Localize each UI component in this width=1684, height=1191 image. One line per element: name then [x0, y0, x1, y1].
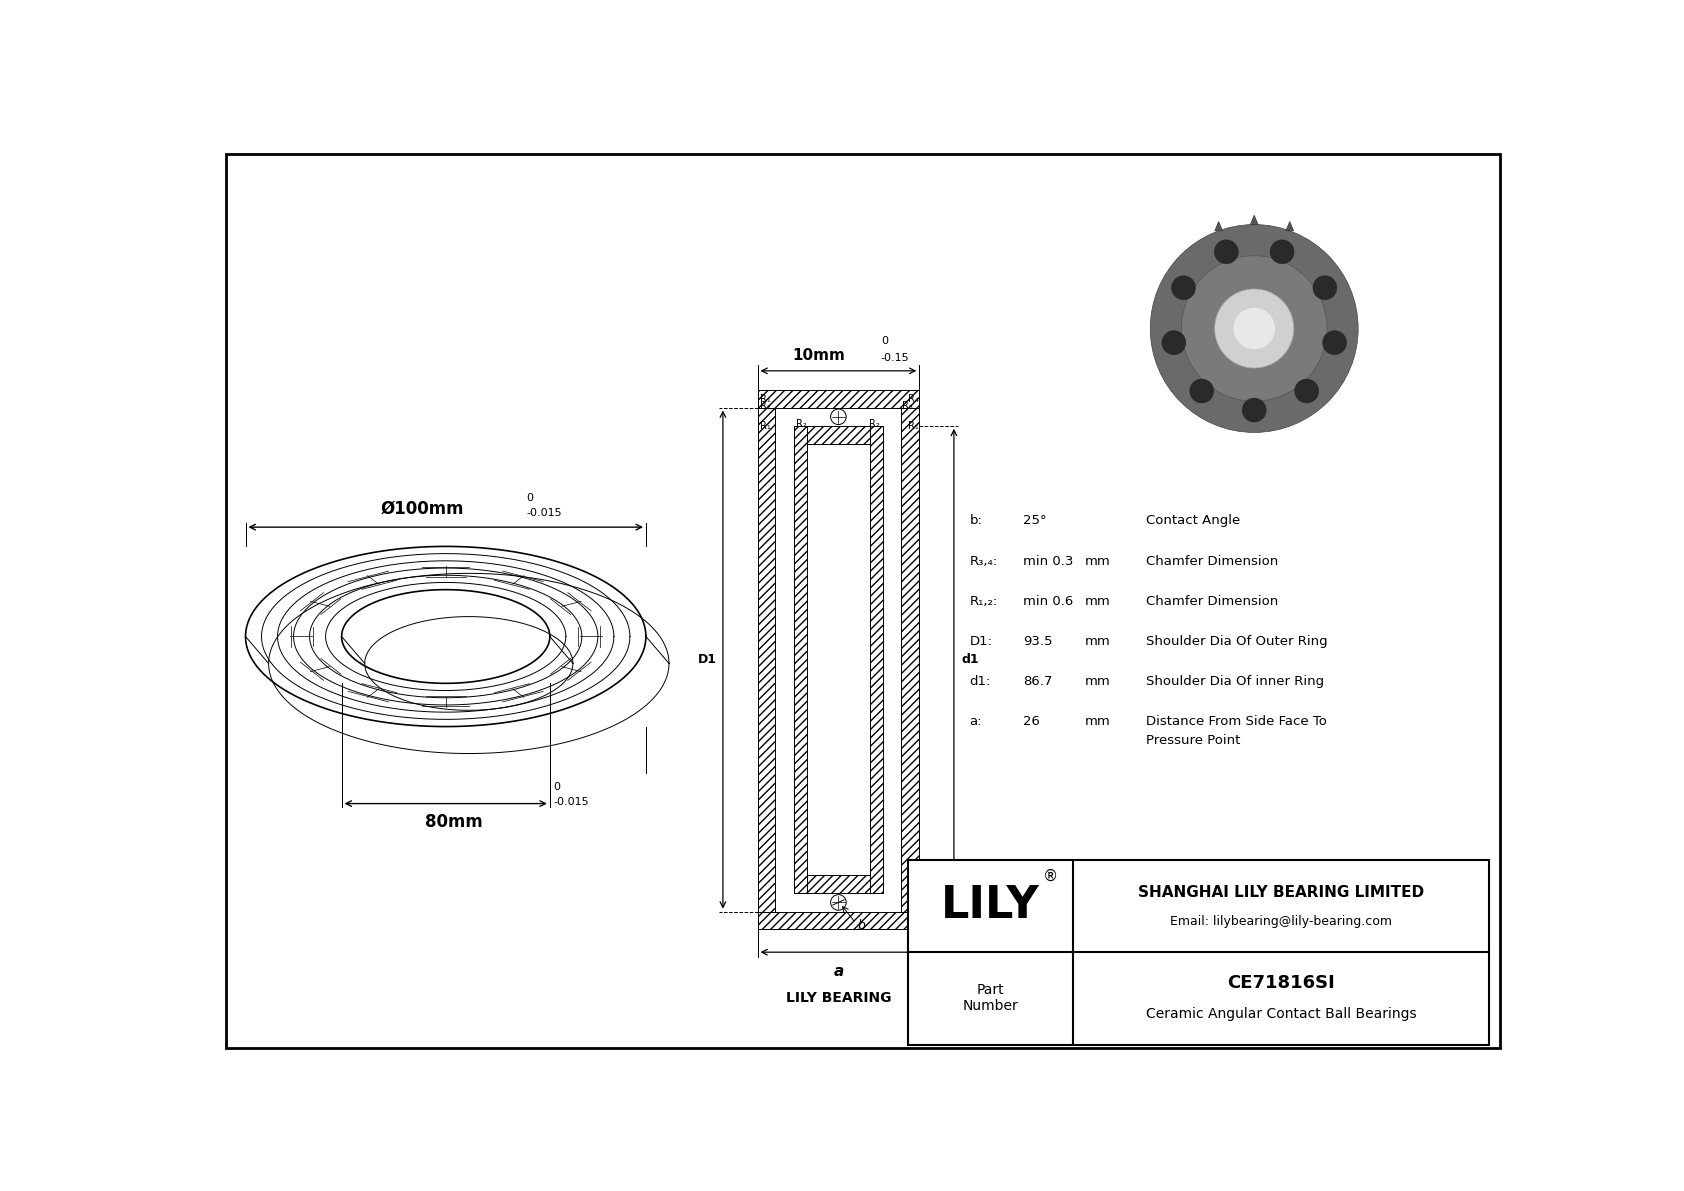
Text: b:: b:: [970, 515, 982, 528]
Text: ®: ®: [1042, 869, 1058, 884]
Circle shape: [1214, 239, 1238, 263]
Text: a:: a:: [970, 715, 982, 728]
Circle shape: [1214, 289, 1293, 368]
Text: R₃,₄:: R₃,₄:: [970, 555, 997, 568]
Text: b: b: [857, 919, 866, 933]
Text: Pressure Point: Pressure Point: [1147, 734, 1241, 747]
Text: Ceramic Angular Contact Ball Bearings: Ceramic Angular Contact Ball Bearings: [1145, 1006, 1416, 1021]
Polygon shape: [1287, 222, 1293, 231]
Text: R₁: R₁: [759, 422, 771, 431]
Bar: [758, 911, 919, 929]
Bar: [758, 407, 775, 911]
Text: SHANGHAI LILY BEARING LIMITED: SHANGHAI LILY BEARING LIMITED: [1138, 885, 1425, 899]
Circle shape: [1182, 256, 1327, 401]
Circle shape: [1322, 331, 1347, 355]
Text: R₁,₂:: R₁,₂:: [970, 594, 997, 607]
Circle shape: [1233, 307, 1275, 349]
Text: Contact Angle: Contact Angle: [1147, 515, 1241, 528]
Polygon shape: [1214, 222, 1223, 231]
Text: Ø100mm: Ø100mm: [381, 500, 465, 518]
Text: 93.5: 93.5: [1024, 635, 1052, 648]
Text: mm: mm: [1084, 635, 1110, 648]
Bar: [793, 875, 882, 893]
Text: R₂: R₂: [759, 401, 771, 411]
Circle shape: [1150, 225, 1359, 432]
Circle shape: [1191, 379, 1214, 403]
Bar: [793, 426, 882, 444]
Bar: [758, 391, 919, 407]
Text: mm: mm: [1084, 715, 1110, 728]
Polygon shape: [1250, 216, 1258, 225]
Circle shape: [1162, 331, 1186, 355]
Circle shape: [1172, 276, 1196, 300]
Text: Shoulder Dia Of inner Ring: Shoulder Dia Of inner Ring: [1147, 674, 1325, 687]
Text: mm: mm: [1084, 555, 1110, 568]
Text: min 0.6: min 0.6: [1024, 594, 1073, 607]
Circle shape: [1243, 398, 1266, 422]
Text: Email: lilybearing@lily-bearing.com: Email: lilybearing@lily-bearing.com: [1170, 915, 1393, 928]
Text: LILY: LILY: [941, 885, 1039, 928]
Text: Shoulder Dia Of Outer Ring: Shoulder Dia Of Outer Ring: [1147, 635, 1329, 648]
Text: R₁: R₁: [759, 394, 771, 404]
Text: R₄: R₄: [908, 394, 919, 404]
Circle shape: [1295, 379, 1319, 403]
Bar: [908, 860, 1489, 1045]
Text: d1:: d1:: [970, 674, 990, 687]
Text: R₂: R₂: [869, 419, 879, 430]
Text: R₁: R₁: [908, 422, 919, 431]
Text: 80mm: 80mm: [424, 812, 482, 831]
Text: mm: mm: [1084, 674, 1110, 687]
Text: 25°: 25°: [1024, 515, 1047, 528]
Text: -0.015: -0.015: [554, 798, 589, 807]
Text: D1:: D1:: [970, 635, 992, 648]
Text: Chamfer Dimension: Chamfer Dimension: [1147, 555, 1278, 568]
Circle shape: [1270, 239, 1293, 263]
Text: 10mm: 10mm: [793, 348, 845, 363]
Text: LILY BEARING: LILY BEARING: [786, 991, 891, 1005]
Text: 26: 26: [1024, 715, 1041, 728]
Bar: [793, 426, 807, 893]
Text: Part
Number: Part Number: [962, 984, 1017, 1014]
Text: 86.7: 86.7: [1024, 674, 1052, 687]
Text: -0.15: -0.15: [881, 354, 909, 363]
Text: R₃: R₃: [903, 401, 913, 411]
Text: Chamfer Dimension: Chamfer Dimension: [1147, 594, 1278, 607]
Text: -0.015: -0.015: [527, 507, 562, 518]
Text: min 0.3: min 0.3: [1024, 555, 1074, 568]
Text: a: a: [834, 964, 844, 979]
Text: d1: d1: [962, 653, 978, 666]
Text: R₂: R₂: [797, 419, 807, 430]
Text: mm: mm: [1084, 594, 1110, 607]
Text: Distance From Side Face To: Distance From Side Face To: [1147, 715, 1327, 728]
Text: 0: 0: [881, 336, 887, 347]
Text: 0: 0: [554, 782, 561, 792]
Text: CE71816SI: CE71816SI: [1228, 974, 1335, 992]
Circle shape: [1314, 276, 1337, 300]
Text: 0: 0: [527, 493, 534, 503]
Bar: [901, 407, 919, 911]
Bar: [869, 426, 882, 893]
Text: D1: D1: [697, 653, 717, 666]
